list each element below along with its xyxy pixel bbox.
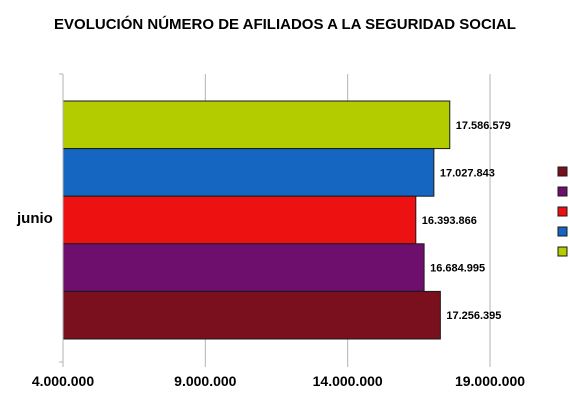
bar — [62, 243, 425, 292]
legend-swatch — [557, 246, 568, 257]
legend-swatch — [557, 166, 568, 177]
bar — [62, 100, 451, 150]
data-label: 17.027.843 — [440, 167, 495, 179]
x-tick-label: 19.000.000 — [455, 373, 525, 389]
bars: 17.586.579 17.027.843 16.393.866 16.684.995… — [62, 100, 511, 340]
data-label: 17.256.395 — [446, 310, 501, 322]
data-label: 16.393.866 — [422, 215, 477, 227]
chart-title: EVOLUCIÓN NÚMERO DE AFILIADOS A LA SEGUR… — [54, 16, 516, 33]
data-label: 17.586.579 — [456, 120, 511, 132]
legend-swatch — [557, 206, 568, 217]
x-tick-label: 14.000.000 — [313, 373, 383, 389]
category-label: junio — [16, 210, 53, 227]
bar — [62, 148, 435, 197]
legend — [557, 166, 568, 257]
legend-swatch — [557, 186, 568, 197]
x-tick-label: 4.000.000 — [32, 373, 94, 389]
data-label: 16.684.995 — [430, 263, 485, 275]
axes: 4.000.000 9.000.000 14.000.000 19.000.000 ju… — [16, 73, 525, 389]
bar — [62, 195, 417, 245]
bar — [62, 290, 441, 340]
legend-swatch — [557, 226, 568, 237]
x-tick-label: 9.000.000 — [174, 373, 236, 389]
